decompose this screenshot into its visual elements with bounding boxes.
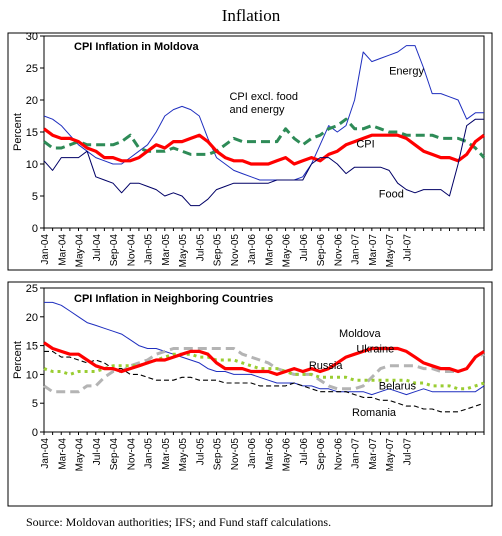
page-title: Inflation bbox=[221, 6, 281, 25]
x-tick-label: Sep-06 bbox=[316, 234, 327, 267]
x-tick-label: Mar-05 bbox=[161, 438, 172, 470]
x-tick-label: Jul-04 bbox=[92, 234, 103, 262]
x-tick-label: Jan-06 bbox=[247, 438, 258, 469]
y-tick-label: 5 bbox=[32, 191, 38, 203]
x-tick-label: Jul-05 bbox=[195, 438, 206, 466]
series-line-belarus bbox=[44, 301, 485, 396]
chart-1: CPI Inflation in Moldova 0 5 10 15 20 25 30 Perc… bbox=[7, 31, 493, 271]
x-tick-label: Mar-07 bbox=[368, 438, 379, 470]
x-tick-label: Jan-04 bbox=[40, 438, 51, 469]
x-tick-label: Sep-05 bbox=[213, 234, 224, 267]
x-tick-label: Mar-06 bbox=[264, 438, 275, 470]
x-tick-label: May-06 bbox=[282, 438, 293, 472]
y-tick-label: 0 bbox=[32, 223, 38, 235]
series-annotation: CPI bbox=[356, 138, 374, 150]
y-tick-label: 15 bbox=[26, 341, 38, 353]
x-tick-label: Nov-06 bbox=[333, 438, 344, 471]
x-tick-label: Nov-05 bbox=[230, 438, 241, 471]
plot-area bbox=[43, 287, 485, 433]
x-tick-label: Jul-07 bbox=[402, 438, 413, 466]
y-tick-label: 5 bbox=[32, 398, 38, 410]
y-tick-label: 30 bbox=[26, 31, 38, 43]
x-tick-label: Jan-06 bbox=[247, 234, 258, 265]
y-tick-label: 10 bbox=[26, 369, 38, 381]
chart-title: CPI Inflation in Moldova bbox=[74, 41, 200, 53]
series-annotation: Ukraine bbox=[356, 344, 394, 356]
series-line-energy bbox=[43, 45, 484, 181]
x-tick-label: Jan-05 bbox=[144, 234, 155, 265]
series-line-russia bbox=[43, 352, 485, 391]
x-tick-label: Mar-04 bbox=[57, 234, 68, 266]
y-axis-label: Percent bbox=[12, 113, 24, 151]
x-tick-label: Nov-04 bbox=[126, 438, 137, 471]
series-line-romania bbox=[44, 350, 485, 413]
chart-title: CPI Inflation in Neighboring Countries bbox=[74, 293, 273, 305]
x-tick-label: Sep-04 bbox=[109, 438, 120, 471]
source-note: Source: Moldovan authorities; IFS; and F… bbox=[26, 515, 332, 529]
series-annotation: Russia bbox=[309, 360, 344, 372]
x-tick-label: Jan-05 bbox=[144, 438, 155, 469]
x-tick-label: Jul-07 bbox=[402, 234, 413, 262]
x-tick-label: Jan-04 bbox=[40, 234, 51, 265]
series-annotation: Food bbox=[379, 188, 404, 200]
series-annotation: Moldova bbox=[339, 328, 381, 340]
x-tick-label: Sep-04 bbox=[109, 234, 120, 267]
y-tick-label: 20 bbox=[26, 95, 38, 107]
x-tick-label: Mar-06 bbox=[264, 234, 275, 266]
x-tick-label: Jul-04 bbox=[92, 438, 103, 466]
x-tick-label: May-06 bbox=[282, 234, 293, 268]
x-tick-label: May-04 bbox=[75, 438, 86, 472]
x-tick-label: Jan-07 bbox=[351, 438, 362, 469]
series-annotation: CPI excl. food bbox=[229, 91, 297, 103]
series-line-food bbox=[43, 118, 484, 207]
x-tick-label: Jul-05 bbox=[195, 234, 206, 262]
y-tick-label: 0 bbox=[32, 427, 38, 439]
y-tick-label: 25 bbox=[26, 283, 38, 295]
x-tick-label: Mar-05 bbox=[161, 234, 172, 266]
x-tick-label: May-07 bbox=[385, 234, 396, 268]
x-tick-label: May-07 bbox=[385, 438, 396, 472]
series-annotation: Romania bbox=[352, 407, 397, 419]
series-annotation: Belarus bbox=[379, 380, 417, 392]
x-tick-label: Nov-04 bbox=[126, 234, 137, 267]
series-line-ukraine bbox=[43, 347, 485, 394]
x-tick-label: Sep-06 bbox=[316, 438, 327, 471]
x-tick-label: May-04 bbox=[75, 234, 86, 268]
series-line-cpi-excl-food-and-energy bbox=[43, 117, 486, 159]
chart-2: CPI Inflation in Neighboring Countries 0 5… bbox=[7, 281, 493, 507]
x-tick-label: Nov-06 bbox=[333, 234, 344, 267]
x-tick-label: Nov-05 bbox=[230, 234, 241, 267]
x-tick-label: Mar-07 bbox=[368, 234, 379, 266]
series-line-moldova bbox=[43, 341, 485, 376]
y-tick-label: 15 bbox=[26, 127, 38, 139]
x-tick-label: Jul-06 bbox=[299, 438, 310, 466]
x-tick-label: May-05 bbox=[178, 234, 189, 268]
y-tick-label: 10 bbox=[26, 159, 38, 171]
chart-frame bbox=[7, 32, 493, 271]
y-axis-label: Percent bbox=[12, 341, 24, 379]
series-line-cpi bbox=[43, 127, 485, 166]
x-tick-label: Sep-05 bbox=[213, 438, 224, 471]
series-annotation: and energy bbox=[229, 104, 285, 116]
x-tick-label: Jul-06 bbox=[299, 234, 310, 262]
x-tick-label: Jan-07 bbox=[351, 234, 362, 265]
x-tick-label: Mar-04 bbox=[57, 438, 68, 470]
series-annotation: Energy bbox=[389, 65, 424, 77]
x-tick-label: May-05 bbox=[178, 438, 189, 472]
y-tick-label: 20 bbox=[26, 312, 38, 324]
chart-frame bbox=[7, 281, 493, 507]
y-tick-label: 25 bbox=[26, 63, 38, 75]
